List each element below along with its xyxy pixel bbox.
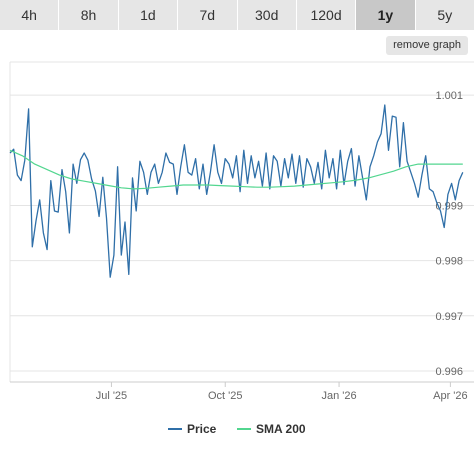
grid-layer xyxy=(9,61,474,382)
tab-1y[interactable]: 1y xyxy=(356,0,416,30)
remove-graph-button[interactable]: remove graph xyxy=(386,36,468,55)
time-range-tabs: 4h 8h 1d 7d 30d 120d 1y 5y xyxy=(0,0,474,30)
y-tick-label: 1.001 xyxy=(435,90,463,102)
legend-label: SMA 200 xyxy=(256,422,306,436)
tab-7d[interactable]: 7d xyxy=(178,0,238,30)
sma-200-series-line xyxy=(9,149,463,190)
axis-layer: 0.996 0.997 0.998 0.999 1.001 Jul '25 Oct '25 J… xyxy=(10,90,474,402)
price-series-line xyxy=(9,104,464,278)
tab-5y[interactable]: 5y xyxy=(415,0,474,30)
x-tick-label: Apr '26 xyxy=(433,390,468,402)
y-tick-label: 0.999 xyxy=(435,200,463,212)
series-layer xyxy=(9,104,464,278)
legend-label: Price xyxy=(187,422,217,436)
x-tick-label: Jul '25 xyxy=(96,390,127,402)
tab-4h[interactable]: 4h xyxy=(0,0,60,30)
y-tick-label: 0.997 xyxy=(435,311,463,323)
x-tick-label: Oct '25 xyxy=(208,390,243,402)
x-tick-label: Jan '26 xyxy=(321,390,356,402)
y-tick-label: 0.998 xyxy=(435,256,463,268)
y-tick-label: 0.996 xyxy=(435,366,463,378)
tab-8h[interactable]: 8h xyxy=(59,0,119,30)
tab-120d[interactable]: 120d xyxy=(296,0,357,30)
legend-item-price[interactable]: Price xyxy=(168,422,217,436)
tab-1d[interactable]: 1d xyxy=(118,0,179,30)
tab-30d[interactable]: 30d xyxy=(237,0,297,30)
legend: Price SMA 200 xyxy=(168,422,306,436)
legend-item-sma-200[interactable]: SMA 200 xyxy=(237,422,306,436)
